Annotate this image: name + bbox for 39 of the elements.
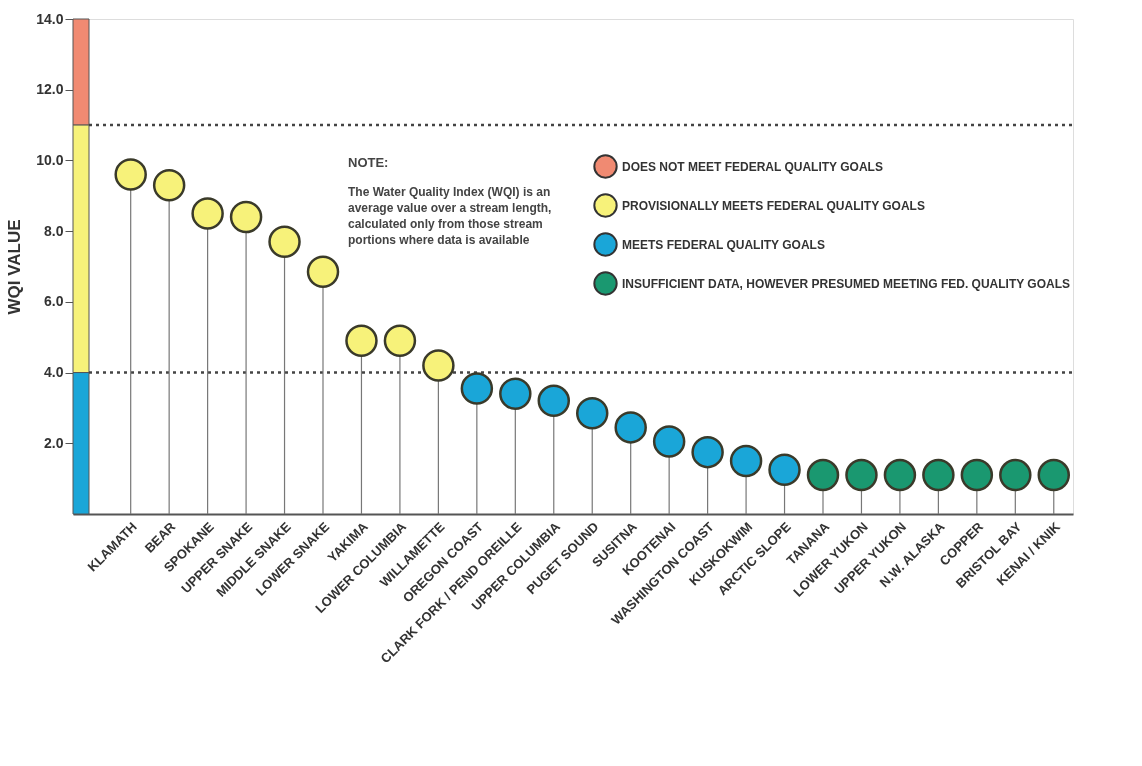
y-tick-label: 10.0 (36, 151, 64, 168)
point (268, 225, 301, 258)
point (229, 200, 263, 234)
point (191, 197, 224, 230)
point (691, 435, 724, 469)
point (422, 349, 455, 382)
point (152, 168, 186, 202)
point (345, 324, 378, 357)
legend-label: DOES NOT MEET FEDERAL QUALITY GOALS (622, 159, 883, 174)
point (114, 158, 147, 191)
y-tick-label: 14.0 (36, 10, 64, 27)
y-tick-label: 2.0 (44, 434, 64, 451)
point (1037, 458, 1071, 492)
point (383, 324, 417, 357)
point (614, 411, 647, 444)
point (460, 372, 494, 405)
point (922, 458, 955, 492)
y-axis-title: WQI VALUE (5, 219, 25, 315)
y-tick-label: 12.0 (36, 81, 64, 98)
point (960, 458, 994, 492)
point (306, 255, 340, 289)
point (499, 377, 532, 411)
point (845, 458, 878, 492)
point (729, 444, 763, 478)
legend-label: MEETS FEDERAL QUALITY GOALS (622, 237, 825, 252)
y-tick-label: 4.0 (44, 364, 64, 381)
point (999, 458, 1032, 492)
legend-label: INSUFFICIENT DATA, HOWEVER PRESUMED MEETING FED. QUALITY GOALS (622, 276, 1071, 291)
legend-label: PROVISIONALLY MEETS FEDERAL QUALITY GOALS (622, 198, 925, 213)
point (768, 453, 801, 487)
annotation: NOTE: (348, 155, 389, 170)
y-tick-label: 8.0 (44, 222, 64, 239)
point (652, 425, 686, 458)
point (575, 397, 609, 430)
point (883, 458, 917, 492)
annotation: The Water Quality Index (WQI) is an average value over a stream length, calculated only from those stream portions where data is available (348, 185, 552, 247)
point (806, 458, 840, 492)
y-tick-label: 6.0 (44, 293, 64, 310)
point (537, 384, 571, 418)
